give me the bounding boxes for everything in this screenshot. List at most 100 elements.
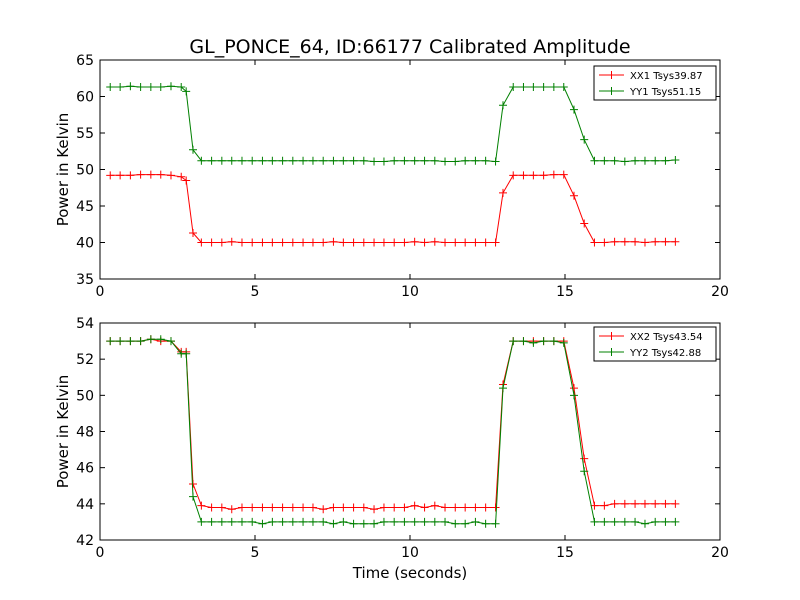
data-point-marker bbox=[146, 170, 155, 179]
data-point-marker bbox=[451, 157, 460, 166]
data-point-marker bbox=[237, 238, 246, 247]
data-point-marker bbox=[559, 170, 568, 179]
data-point-marker bbox=[299, 238, 308, 247]
data-point-marker bbox=[491, 157, 500, 166]
legend-box bbox=[593, 326, 717, 362]
chart-title: GL_PONCE_64, ID:66177 Calibrated Amplitu… bbox=[189, 36, 630, 58]
data-point-marker bbox=[268, 503, 277, 512]
data-point-marker bbox=[481, 519, 490, 528]
x-tick-label: 0 bbox=[96, 545, 105, 561]
data-point-marker bbox=[379, 503, 388, 512]
data-point-marker bbox=[509, 337, 518, 346]
data-point-marker bbox=[182, 349, 191, 358]
data-point-marker bbox=[278, 238, 287, 247]
data-point-marker bbox=[569, 191, 578, 200]
data-point-marker bbox=[651, 237, 660, 246]
data-point-marker bbox=[631, 517, 640, 526]
data-point-marker bbox=[156, 83, 165, 92]
data-point-marker bbox=[441, 238, 450, 247]
data-point-marker bbox=[620, 237, 629, 246]
data-point-marker bbox=[569, 391, 578, 400]
data-point-marker bbox=[590, 156, 599, 165]
data-point-marker bbox=[288, 503, 297, 512]
data-point-marker bbox=[441, 517, 450, 526]
data-point-marker bbox=[509, 83, 518, 92]
y-tick-label: 40 bbox=[76, 236, 94, 252]
data-point-marker bbox=[600, 156, 609, 165]
x-tick-label: 5 bbox=[251, 545, 260, 561]
data-point-marker bbox=[620, 517, 629, 526]
data-point-marker bbox=[610, 156, 619, 165]
data-point-marker bbox=[379, 517, 388, 526]
data-point-marker bbox=[461, 519, 470, 528]
data-point-marker bbox=[136, 337, 145, 346]
data-point-marker bbox=[569, 105, 578, 114]
data-point-marker bbox=[410, 237, 419, 246]
data-point-marker bbox=[370, 505, 379, 514]
data-point-marker bbox=[390, 238, 399, 247]
data-point-marker bbox=[451, 503, 460, 512]
data-point-marker bbox=[359, 156, 368, 165]
data-point-marker bbox=[539, 337, 548, 346]
legend-swatch-marker bbox=[607, 87, 616, 95]
data-point-marker bbox=[529, 338, 538, 347]
data-point-marker bbox=[116, 171, 125, 180]
data-point-marker bbox=[207, 238, 216, 247]
data-point-marker bbox=[539, 83, 548, 92]
data-point-marker bbox=[430, 517, 439, 526]
data-point-marker bbox=[640, 519, 649, 528]
x-tick-label: 10 bbox=[401, 545, 419, 561]
data-point-marker bbox=[106, 83, 115, 92]
legend-swatch-marker bbox=[607, 332, 616, 340]
data-point-marker bbox=[640, 499, 649, 508]
data-point-marker bbox=[671, 517, 680, 526]
data-point-marker bbox=[116, 83, 125, 92]
data-point-marker bbox=[189, 229, 197, 238]
data-point-marker bbox=[640, 238, 649, 247]
data-point-marker bbox=[580, 219, 589, 228]
y-axis-label: Power in Kelvin bbox=[54, 113, 72, 227]
series-line-yy bbox=[110, 338, 676, 525]
data-point-marker bbox=[661, 237, 670, 246]
data-point-marker bbox=[461, 156, 470, 165]
data-point-marker bbox=[288, 238, 297, 247]
data-point-marker bbox=[451, 519, 460, 528]
data-point-marker bbox=[156, 170, 165, 179]
legend-entry-label: YY2 Tsys42.88 bbox=[629, 348, 701, 359]
data-point-marker bbox=[217, 517, 226, 526]
data-point-marker bbox=[278, 503, 287, 512]
data-point-marker bbox=[248, 156, 257, 165]
data-point-marker bbox=[461, 503, 470, 512]
data-point-marker bbox=[182, 87, 191, 96]
x-axis-label: Time (seconds) bbox=[352, 564, 468, 582]
data-point-marker bbox=[319, 517, 328, 526]
x-tick-label: 15 bbox=[556, 545, 574, 561]
series-line-xx bbox=[110, 338, 676, 510]
data-point-marker bbox=[339, 517, 348, 526]
data-point-marker bbox=[207, 517, 216, 526]
data-point-marker bbox=[248, 238, 257, 247]
data-point-marker bbox=[580, 467, 589, 476]
data-point-marker bbox=[339, 238, 348, 247]
x-tick-label: 20 bbox=[711, 545, 729, 561]
data-point-marker bbox=[227, 156, 236, 165]
y-tick-label: 42 bbox=[76, 533, 94, 549]
data-point-marker bbox=[569, 384, 578, 393]
data-point-marker bbox=[349, 156, 358, 165]
data-point-marker bbox=[227, 237, 236, 246]
data-point-marker bbox=[177, 83, 186, 92]
x-tick-label: 10 bbox=[401, 284, 419, 300]
data-point-marker bbox=[590, 501, 599, 510]
data-point-marker bbox=[308, 503, 317, 512]
series-line-xx bbox=[110, 174, 676, 244]
data-point-marker bbox=[237, 503, 246, 512]
data-point-marker bbox=[491, 238, 500, 247]
data-point-marker bbox=[227, 505, 236, 514]
data-point-marker bbox=[278, 156, 287, 165]
data-point-marker bbox=[430, 237, 439, 246]
data-point-marker bbox=[441, 503, 450, 512]
legend-swatch-marker bbox=[607, 348, 616, 356]
data-point-marker bbox=[126, 82, 135, 91]
data-point-marker bbox=[410, 156, 419, 165]
